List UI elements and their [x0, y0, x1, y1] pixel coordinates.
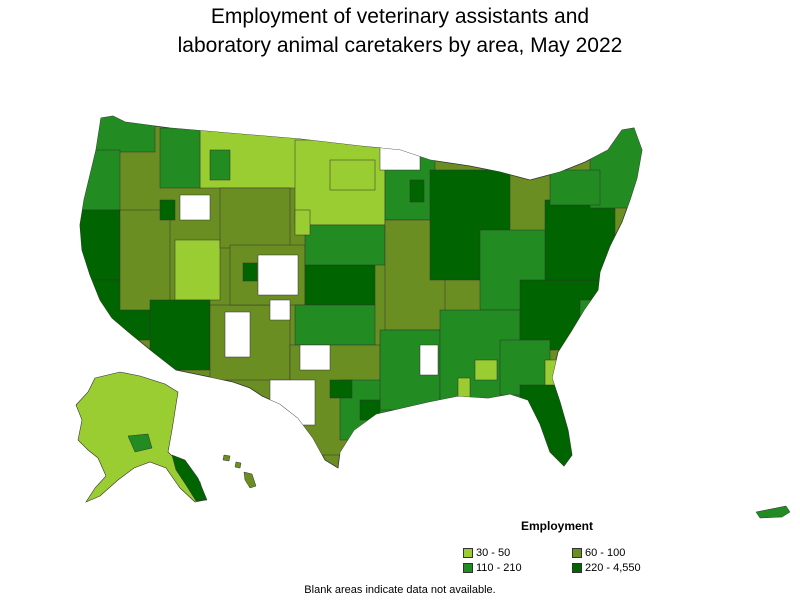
- map-title-line-2: laboratory animal caretakers by area, Ma…: [177, 34, 623, 57]
- area-washington-coast: [94, 116, 156, 153]
- area-kansas: [304, 264, 376, 306]
- legend-swatch-60-100: [572, 548, 582, 558]
- legend-item-30-50: 30 - 50: [463, 547, 510, 559]
- area-oklahoma: [294, 304, 376, 346]
- legend-title: Employment: [521, 519, 594, 533]
- area-metro-7: [457, 377, 471, 407]
- area-no-data-5: [299, 344, 331, 371]
- area-wyoming: [219, 187, 291, 249]
- area-no-data-3: [179, 194, 211, 221]
- area-metro-1: [209, 149, 231, 181]
- area-mid-atlantic: [544, 199, 616, 281]
- area-metro-3: [242, 262, 258, 282]
- area-no-data-2: [257, 254, 299, 296]
- area-idaho: [159, 127, 201, 189]
- area-no-data-1: [379, 144, 421, 171]
- legend-swatch-220-4550: [572, 563, 582, 573]
- alaska-southeast: [171, 454, 208, 502]
- area-metro-2: [159, 199, 176, 221]
- legend-swatch-110-210: [463, 563, 473, 573]
- area-carolinas: [519, 279, 601, 351]
- legend-label-110-210: 110 - 210: [476, 562, 522, 574]
- legend-item-110-210: 110 - 210: [463, 562, 522, 574]
- map-title: Employment of veterinary assistants and …: [0, 2, 800, 60]
- legend-item-220-4550: 220 - 4,550: [572, 562, 641, 574]
- area-california-north: [80, 209, 121, 281]
- legend-label-220-4550: 220 - 4,550: [585, 562, 641, 574]
- area-florida: [519, 384, 576, 468]
- legend-label-60-100: 60 - 100: [585, 547, 626, 559]
- footnote: Blank areas indicate data not available.: [304, 584, 496, 596]
- area-metro-12: [579, 299, 595, 321]
- area-upstate-ny: [549, 169, 601, 206]
- hawaii: [222, 454, 257, 489]
- area-oregon-coast: [80, 149, 121, 211]
- legend-swatch-30-50: [463, 548, 473, 558]
- area-no-data-7: [224, 311, 251, 358]
- puerto-rico: [755, 505, 791, 519]
- area-nebraska: [304, 224, 386, 266]
- area-metro-8: [329, 159, 376, 191]
- area-no-data-8: [269, 299, 291, 321]
- legend-label-30-50: 30 - 50: [476, 547, 511, 559]
- area-metro-10: [409, 179, 425, 203]
- area-metro-4: [329, 379, 353, 399]
- legend-item-60-100: 60 - 100: [572, 547, 625, 559]
- area-metro-11: [544, 359, 566, 386]
- area-metro-5: [359, 399, 381, 421]
- area-arizona: [149, 299, 211, 371]
- area-no-data-6: [419, 344, 439, 376]
- map-title-line-1: Employment of veterinary assistants and: [210, 5, 590, 28]
- area-nevada: [119, 209, 171, 311]
- area-metro-6: [474, 359, 498, 381]
- area-metro-9: [294, 209, 311, 236]
- alaska-anchorage: [127, 433, 153, 453]
- area-no-data-4: [269, 379, 316, 426]
- area-utah: [174, 239, 221, 301]
